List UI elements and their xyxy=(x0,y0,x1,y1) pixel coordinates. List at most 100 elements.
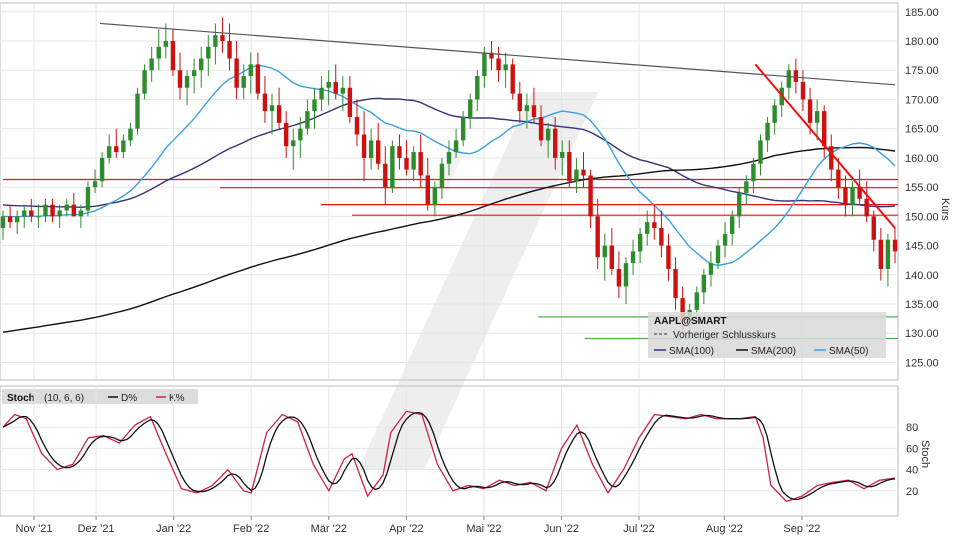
x-tick-label: Sep '22 xyxy=(783,523,820,535)
candle-body xyxy=(163,40,169,47)
candle-body xyxy=(588,175,593,217)
candle-body xyxy=(772,105,777,123)
resistance-trendline xyxy=(754,63,896,229)
candle-body xyxy=(199,58,204,71)
x-tick-label: Feb '22 xyxy=(233,523,269,535)
candle-body xyxy=(715,245,721,264)
candle-body xyxy=(758,140,763,164)
price-tick-label: 125.00 xyxy=(905,357,939,369)
candle-body xyxy=(43,204,48,217)
candle-body xyxy=(453,140,459,153)
candle-body xyxy=(659,228,664,246)
candle-body xyxy=(85,187,91,211)
price-axis-label: Kurs xyxy=(939,198,951,221)
stoch-lines xyxy=(2,410,896,503)
candle-body xyxy=(581,169,586,176)
stoch-tick-label: 20 xyxy=(906,486,918,498)
candle-body xyxy=(361,134,367,158)
candle-body xyxy=(418,152,423,176)
candle-body xyxy=(241,76,246,88)
price-tick-label: 165.00 xyxy=(905,124,939,136)
candle-body xyxy=(807,99,813,123)
stoch-tick-label: 80 xyxy=(906,422,918,434)
x-tick-label: Apr '22 xyxy=(389,523,424,535)
x-tick-label: Jan '22 xyxy=(156,523,191,535)
candle-body xyxy=(708,263,714,275)
candle-body xyxy=(305,111,310,129)
price-tick-label: 140.00 xyxy=(905,270,939,282)
candle-body xyxy=(7,216,13,223)
trendlines xyxy=(99,22,896,229)
candle-body xyxy=(22,210,27,217)
candle-body xyxy=(793,70,799,82)
candle-body xyxy=(552,128,558,158)
candle-body xyxy=(57,210,62,217)
candle-body xyxy=(50,204,55,217)
stoch-tick-label: 40 xyxy=(906,465,918,477)
x-tick-label: Aug '22 xyxy=(706,523,743,535)
candle-body xyxy=(234,58,239,88)
price-tick-label: 185.00 xyxy=(905,7,939,19)
candle-body xyxy=(468,99,473,117)
price-tick-label: 180.00 xyxy=(905,36,939,48)
candle-body xyxy=(128,128,133,141)
legend-sma-label: SMA(200) xyxy=(751,346,796,357)
candle-body xyxy=(114,146,119,153)
candle-body xyxy=(729,216,735,234)
candle-body xyxy=(64,204,69,211)
candle-body xyxy=(765,122,770,141)
candle-body xyxy=(333,81,338,94)
candle-body xyxy=(0,216,6,229)
candle-body xyxy=(800,81,806,100)
candle-body xyxy=(531,105,537,117)
candle-body xyxy=(340,87,346,94)
stoch-panel xyxy=(0,385,899,517)
candle-body xyxy=(850,187,855,205)
candle-body xyxy=(673,268,678,299)
candle-body xyxy=(248,64,253,77)
candle-body xyxy=(326,81,331,88)
stoch-series-d: D% xyxy=(121,393,137,404)
candle-body xyxy=(892,239,898,252)
candle-body xyxy=(227,40,232,59)
legend: AAPL@SMART Vorheriger Schlusskurs SMA(100)… xyxy=(648,312,886,358)
candle-body xyxy=(269,105,275,112)
candle-body xyxy=(885,239,891,269)
candle-body xyxy=(411,152,416,170)
candle-body xyxy=(751,163,756,182)
candle-body xyxy=(206,46,211,59)
candle-body xyxy=(864,198,869,217)
candle-body xyxy=(397,146,402,158)
stoch-d-line xyxy=(2,411,896,501)
legend-prev-close-label: Vorheriger Schlusskurs xyxy=(673,330,776,341)
candle-body xyxy=(814,111,820,123)
price-tick-label: 175.00 xyxy=(905,65,939,77)
stoch-title: Stoch xyxy=(7,393,35,404)
candle-body xyxy=(177,70,183,88)
candle-body xyxy=(460,116,466,141)
candle-body xyxy=(510,64,515,94)
candle-body xyxy=(567,152,572,182)
candle-body xyxy=(829,146,834,170)
candle-body xyxy=(871,216,876,240)
candle-body xyxy=(616,268,622,287)
candle-body xyxy=(475,76,480,100)
price-tick-label: 160.00 xyxy=(905,153,939,165)
price-tick-label: 135.00 xyxy=(905,299,939,311)
candle-body xyxy=(71,204,76,217)
candle-body xyxy=(645,222,650,234)
candle-body xyxy=(213,35,218,47)
candle-body xyxy=(482,52,487,77)
candle-body xyxy=(319,87,324,100)
candle-body xyxy=(857,187,862,199)
sma-200-line xyxy=(2,146,896,333)
candle-body xyxy=(184,76,190,88)
x-tick-label: Mär '22 xyxy=(311,523,347,535)
x-tick-label: Jun '22 xyxy=(544,523,579,535)
candle-body xyxy=(836,169,841,188)
candle-body xyxy=(722,233,728,246)
candle-body xyxy=(637,233,643,252)
candle-body xyxy=(623,263,629,287)
